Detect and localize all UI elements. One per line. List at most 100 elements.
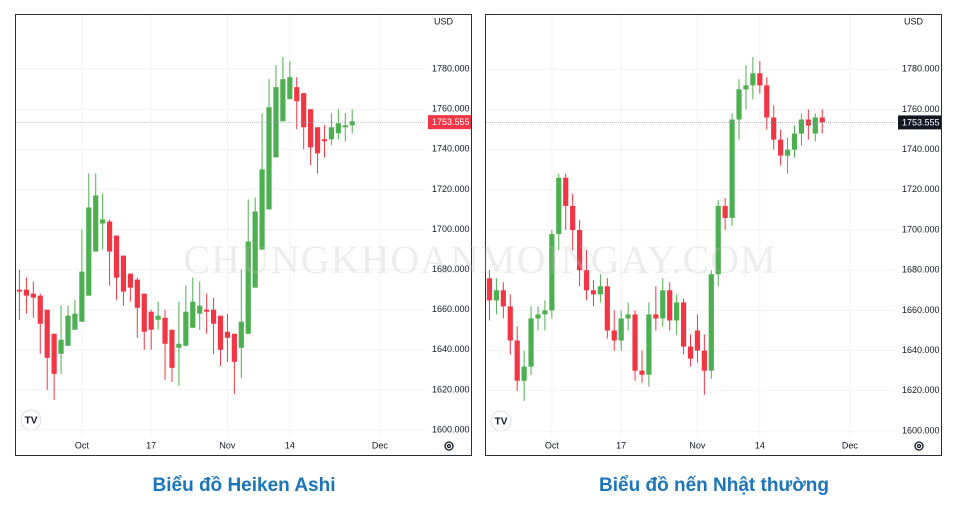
last-price-tag [428, 115, 471, 130]
candle-body [190, 301, 196, 328]
caption: Biểu đồ nến Nhật thường [599, 475, 829, 496]
y-tick-label: 1680.000 [432, 264, 470, 274]
y-tick-label: 1740.000 [432, 144, 470, 154]
candle-body [493, 290, 499, 301]
candle-body [570, 205, 576, 231]
candle-body [667, 290, 673, 321]
candle-body [294, 87, 300, 102]
candle-body [583, 270, 590, 291]
y-tick-label: 1760.000 [432, 104, 470, 114]
candle-body [238, 321, 244, 348]
candle-body [528, 318, 534, 367]
candle-body [715, 205, 721, 275]
candle-body [245, 241, 251, 334]
y-tick-label: 1740.000 [902, 144, 940, 154]
candle-body [273, 87, 279, 158]
candle-body [563, 177, 569, 206]
svg-text:TV: TV [495, 417, 508, 428]
x-tick-label: Dec [842, 440, 859, 450]
candle-body [127, 273, 133, 288]
y-tick-label: 1640.000 [902, 345, 940, 355]
candle-body [632, 314, 638, 371]
chart-frame [485, 14, 942, 456]
candle-body [625, 314, 631, 319]
candle-body [722, 205, 728, 218]
candle-body [86, 207, 92, 296]
candle-body [590, 290, 597, 295]
x-tick-label: Nov [689, 440, 706, 450]
currency: USD [434, 16, 454, 26]
candle-body [79, 271, 85, 322]
candle-body [764, 85, 770, 118]
candle-body [65, 315, 71, 346]
candle-body [597, 286, 603, 295]
y-tick-label: 1700.000 [902, 224, 940, 234]
candle-body [314, 127, 321, 154]
candle-body [100, 219, 106, 224]
candle-body [328, 127, 335, 140]
candle-body [736, 89, 742, 120]
candle-body [148, 311, 154, 330]
candle-body [176, 343, 182, 348]
y-tick-label: 1680.000 [902, 265, 940, 275]
candle-body [301, 93, 307, 128]
candle-body [694, 330, 701, 351]
candle-body [486, 278, 493, 301]
x-tick-label: 17 [616, 440, 626, 450]
currency: USD [904, 16, 924, 26]
candle-body [611, 330, 617, 341]
y-tick-label: 1600.000 [902, 425, 940, 435]
candle-body [812, 117, 818, 134]
candle-body [778, 139, 784, 156]
candle-body [259, 169, 265, 250]
svg-text:TV: TV [25, 416, 38, 427]
candle-body [210, 309, 217, 324]
candle-body [514, 340, 520, 381]
last-price-tag [898, 115, 941, 130]
y-tick-label: 1600.000 [432, 424, 470, 434]
y-tick-label: 1720.000 [432, 184, 470, 194]
candle-body [521, 366, 527, 381]
settings-icon[interactable] [444, 441, 924, 451]
x-tick-label: Nov [219, 440, 236, 450]
candle-body [680, 302, 687, 347]
candle-body [646, 314, 652, 375]
candle-body [162, 317, 168, 344]
y-tick-label: 1700.000 [432, 224, 470, 234]
y-tick-label: 1780.000 [432, 64, 470, 74]
chart-frame [15, 14, 472, 456]
candle-body [141, 293, 147, 332]
candle-body [618, 318, 624, 341]
x-tick-label: 14 [755, 440, 765, 450]
candle-body [556, 177, 562, 235]
candle-body [784, 149, 791, 156]
candle-body [335, 123, 341, 134]
candle-body [224, 331, 231, 338]
candle-body [542, 310, 548, 315]
tv-logo: TV TV [20, 409, 512, 432]
candle-body [771, 117, 777, 140]
candle-body [708, 274, 714, 371]
candle-body [134, 279, 140, 308]
y-tick-label: 1660.000 [432, 304, 470, 314]
x-tick-label: Dec [372, 440, 389, 450]
candle-body [266, 107, 272, 210]
candle-body [701, 350, 707, 371]
candle-body [342, 125, 348, 128]
candle-body [729, 119, 735, 218]
candle-body [321, 139, 328, 142]
candle-body [660, 290, 666, 319]
candle-body [113, 235, 120, 278]
y-tick-label: 1620.000 [432, 384, 470, 394]
candle-body [576, 230, 583, 271]
caption: Biểu đồ Heiken Ashi [153, 475, 336, 496]
candle-body [549, 234, 555, 311]
candle-body [23, 289, 29, 296]
candle-body [674, 302, 680, 321]
candle-body [106, 221, 113, 252]
candle-body [750, 73, 756, 86]
candle-body [287, 77, 293, 100]
candle-body [16, 289, 23, 292]
